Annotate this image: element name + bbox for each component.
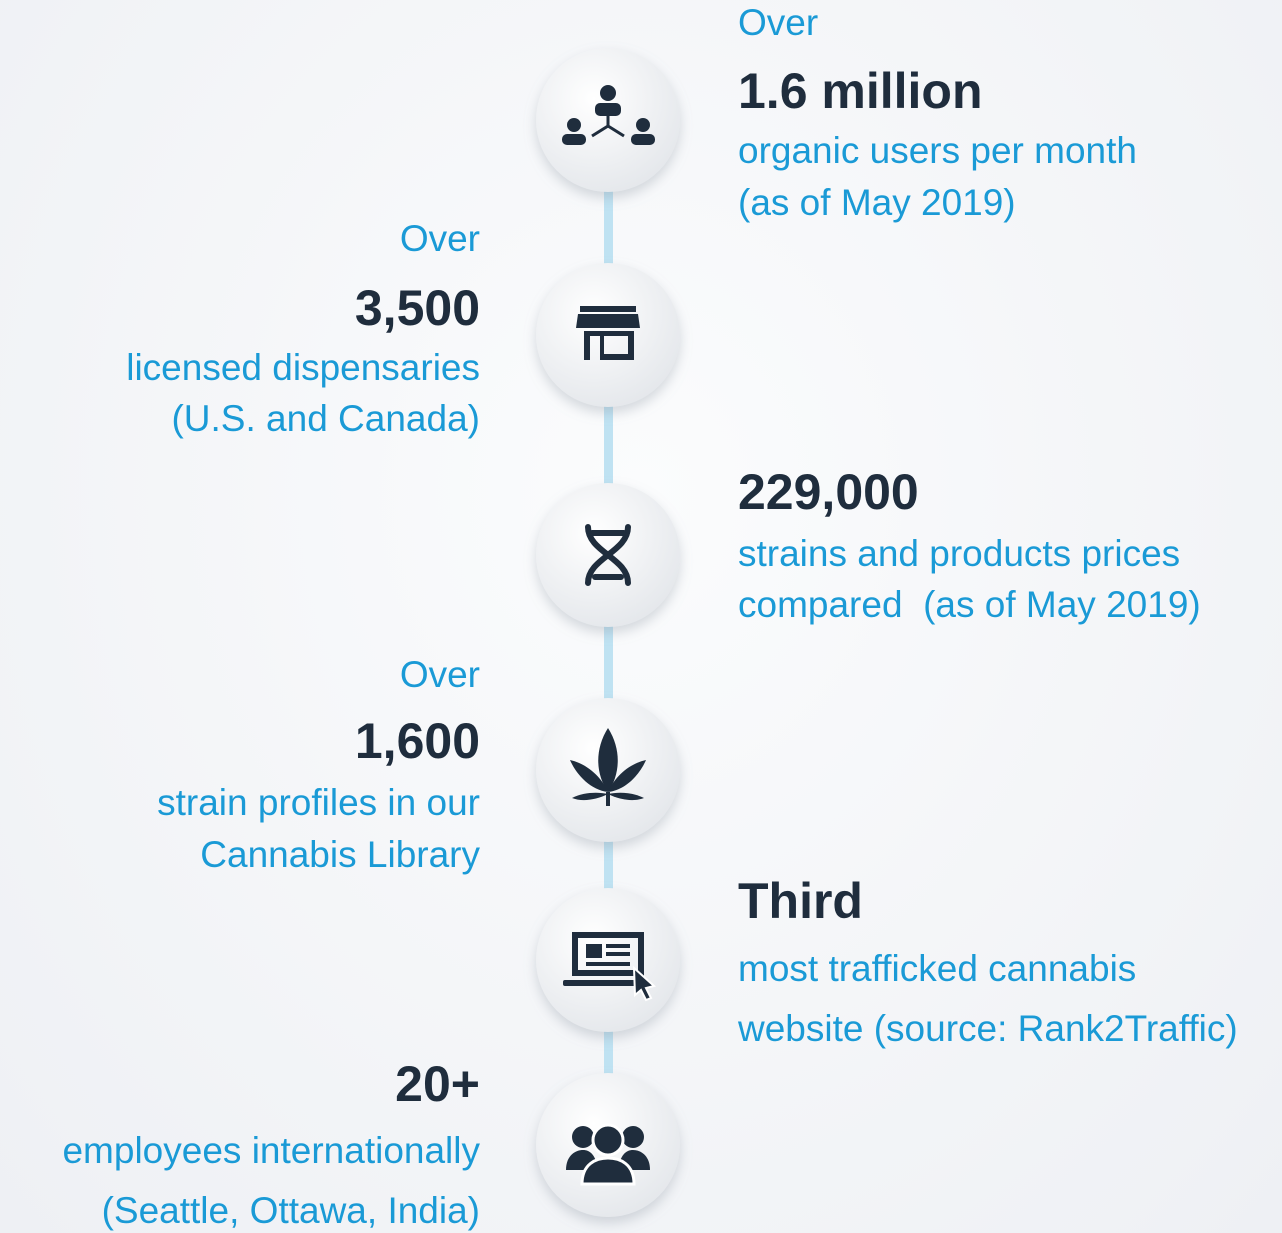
pre-label: Over bbox=[738, 2, 818, 43]
dna-icon bbox=[585, 524, 631, 586]
description: compared (as of May 2019) bbox=[738, 584, 1201, 625]
headline: 1.6 million bbox=[738, 63, 983, 119]
description: employees internationally bbox=[62, 1130, 480, 1171]
description: organic users per month bbox=[738, 130, 1137, 171]
headline: 1,600 bbox=[355, 713, 480, 769]
leaf-icon bbox=[570, 728, 646, 806]
description: (U.S. and Canada) bbox=[171, 398, 480, 439]
website-icon bbox=[563, 932, 657, 1002]
description: strains and products prices bbox=[738, 533, 1180, 574]
description: (as of May 2019) bbox=[738, 182, 1016, 223]
headline: 3,500 bbox=[355, 280, 480, 336]
pre-label: Over bbox=[400, 654, 480, 695]
description: (Seattle, Ottawa, India) bbox=[102, 1190, 480, 1231]
circle bbox=[536, 888, 680, 1032]
headline: Third bbox=[738, 873, 863, 929]
team-icon bbox=[566, 1123, 650, 1186]
description: licensed dispensaries bbox=[126, 347, 480, 388]
headline: 229,000 bbox=[738, 464, 919, 520]
description: strain profiles in our bbox=[157, 782, 480, 823]
store-icon bbox=[576, 306, 640, 360]
timeline-line bbox=[604, 130, 613, 1140]
headline: 20+ bbox=[395, 1056, 480, 1112]
description: Cannabis Library bbox=[200, 834, 480, 875]
pre-label: Over bbox=[400, 218, 480, 259]
description: website (source: Rank2Traffic) bbox=[737, 1008, 1238, 1049]
description: most trafficked cannabis bbox=[738, 948, 1136, 989]
network-icon bbox=[562, 85, 655, 145]
